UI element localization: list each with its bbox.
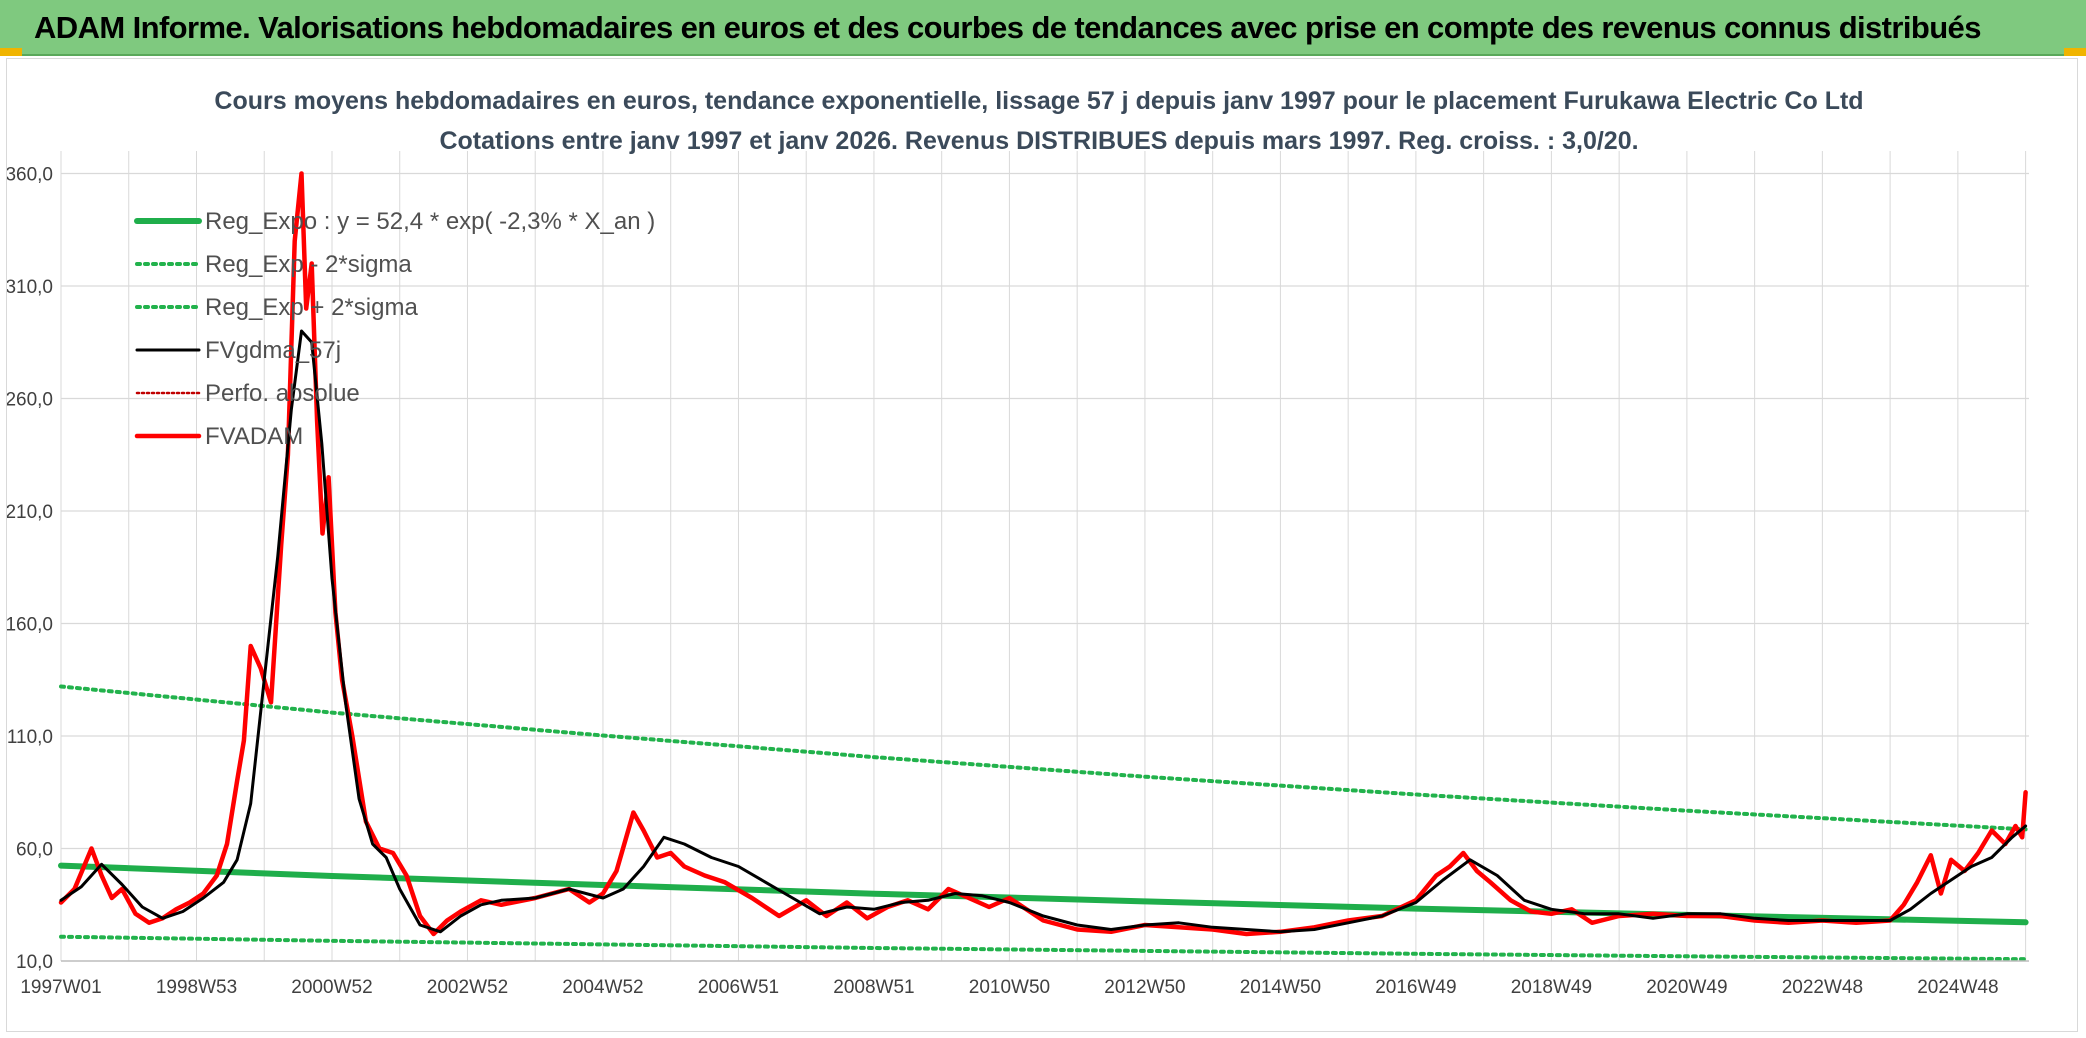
report-banner: ADAM Informe. Valorisations hebdomadaire… — [0, 0, 2086, 56]
x-tick-label: 2010W50 — [969, 977, 1050, 998]
legend-label: FVgdma_57j — [205, 337, 341, 364]
report-title: ADAM Informe. Valorisations hebdomadaire… — [34, 10, 1981, 45]
legend: Reg_Expo : y = 52,4 * exp( -2,3% * X_an … — [134, 208, 655, 450]
legend-label: Reg_Expo : y = 52,4 * exp( -2,3% * X_an … — [205, 208, 655, 235]
series-line-5 — [58, 171, 2028, 937]
y-tick-label: 310,0 — [7, 277, 53, 298]
legend-label: Reg_Exp - 2*sigma — [205, 251, 412, 278]
series-layer — [58, 171, 2029, 962]
series-line-1 — [59, 934, 2028, 962]
series-line-2 — [59, 684, 2028, 832]
y-tick-label: 10,0 — [16, 952, 53, 973]
x-tick-label: 2012W50 — [1104, 977, 1185, 998]
legend-label: FVADAM — [205, 423, 303, 450]
y-tick-label: 160,0 — [7, 615, 53, 636]
x-tick-label: 1997W01 — [20, 977, 101, 998]
x-tick-label: 2008W51 — [833, 977, 914, 998]
x-tick-label: 2024W48 — [1917, 977, 1998, 998]
chart-title: Cours moyens hebdomadaires en euros, ten… — [214, 87, 1863, 115]
x-tick-label: 2000W52 — [291, 977, 372, 998]
x-tick-label: 2016W49 — [1375, 977, 1456, 998]
y-tick-label: 60,0 — [16, 840, 53, 861]
legend-label: Reg_Exp + 2*sigma — [205, 294, 418, 321]
banner-corner-left — [0, 48, 22, 56]
x-tick-label: 2018W49 — [1511, 977, 1592, 998]
y-tick-label: 110,0 — [7, 727, 53, 748]
chart-subtitle: Cotations entre janv 1997 et janv 2026. … — [439, 127, 1638, 155]
legend-label: Perfo. absolue — [205, 380, 360, 407]
x-tick-label: 2004W52 — [562, 977, 643, 998]
y-tick-label: 210,0 — [7, 502, 53, 523]
axes: 10,0 60,0 110,0 160,0 210,0 260,0 310,0 360,0 19… — [7, 165, 2029, 998]
x-tick-label: 2022W48 — [1782, 977, 1863, 998]
x-tick-label: 2006W51 — [698, 977, 779, 998]
y-tick-label: 260,0 — [7, 390, 53, 411]
y-tick-label: 360,0 — [7, 165, 53, 186]
x-tick-label: 1998W53 — [156, 977, 237, 998]
x-tick-label: 2020W49 — [1646, 977, 1727, 998]
series-line-3 — [59, 329, 2028, 934]
x-tick-label: 2002W52 — [427, 977, 508, 998]
chart-svg: 10,0 60,0 110,0 160,0 210,0 260,0 310,0 360,0 19… — [7, 87, 2029, 998]
x-tick-label: 2014W50 — [1240, 977, 1321, 998]
banner-corner-right — [2064, 48, 2086, 56]
chart-area: 10,0 60,0 110,0 160,0 210,0 260,0 310,0 360,0 19… — [6, 58, 2078, 1032]
